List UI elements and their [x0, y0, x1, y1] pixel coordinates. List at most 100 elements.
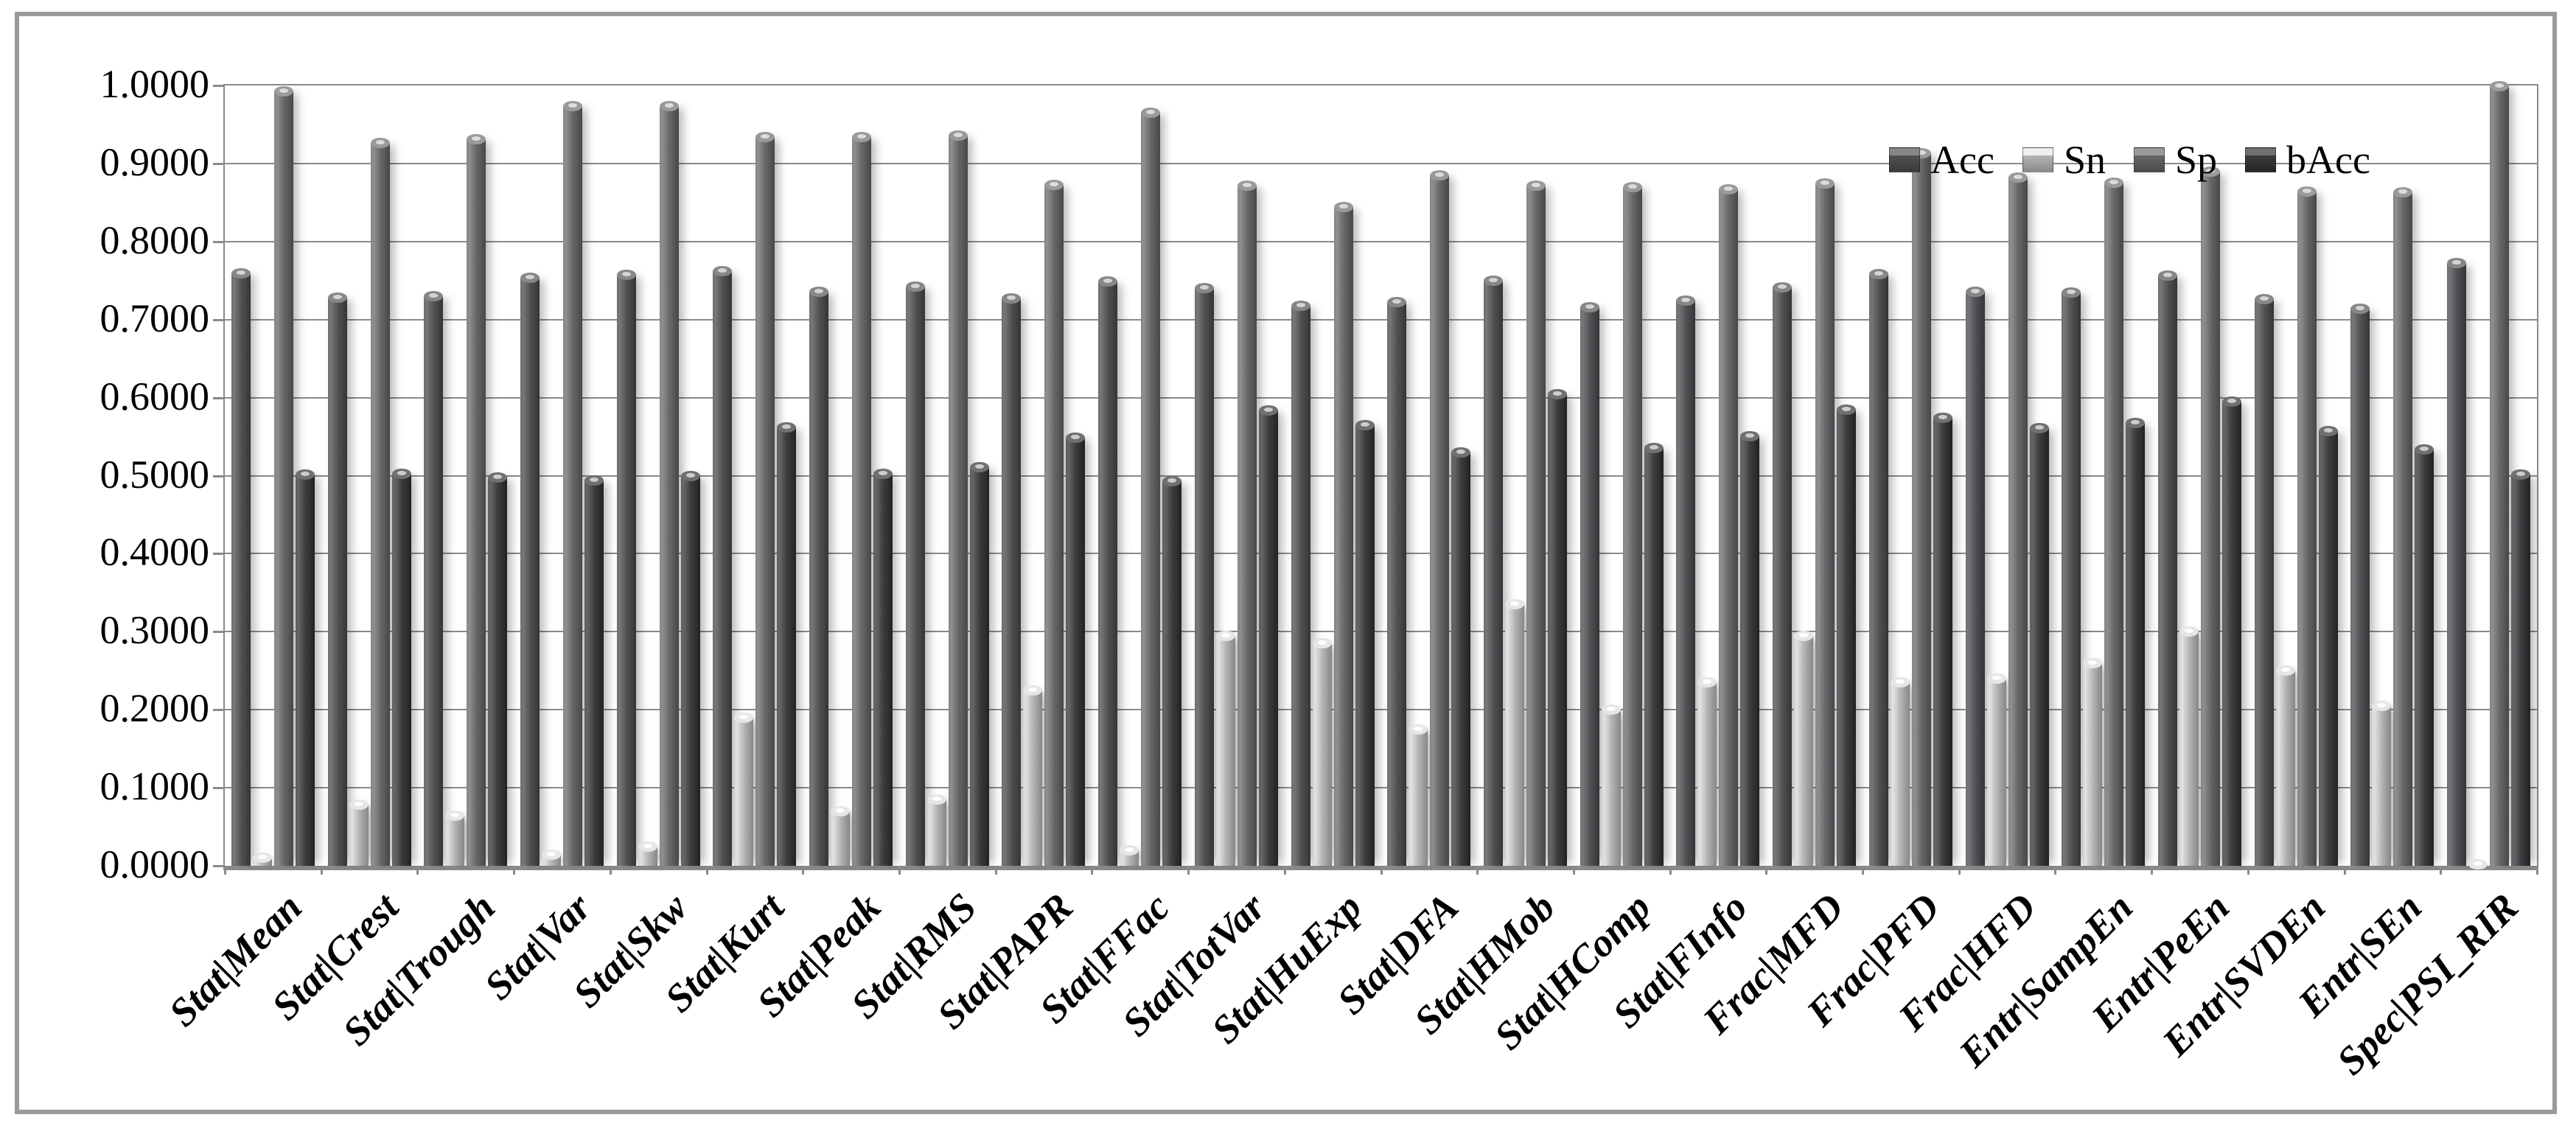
y-axis-tick — [213, 865, 223, 867]
legend-marker-icon — [2133, 147, 2165, 172]
x-axis-tick — [1380, 866, 1383, 875]
y-axis-tick-label: 0.9000 — [100, 139, 210, 184]
bar-sp — [2297, 186, 2317, 866]
bar-group — [321, 85, 418, 866]
y-axis-tick-label: 0.7000 — [100, 295, 210, 340]
bar-acc — [1676, 295, 1696, 866]
x-axis-tick — [1283, 866, 1286, 875]
bar-group — [996, 85, 1092, 866]
legend-marker-icon — [1889, 147, 1920, 172]
bar-bacc — [1837, 404, 1857, 866]
legend-label: Sn — [2063, 138, 2106, 182]
bar-acc — [1580, 301, 1599, 866]
bar-bacc — [2511, 469, 2531, 866]
bar-bacc — [680, 470, 700, 866]
bar-sn — [1023, 685, 1043, 866]
bar-acc — [231, 268, 251, 866]
x-axis-tick — [224, 866, 226, 875]
gridline — [225, 318, 2537, 321]
y-axis-tick — [213, 162, 223, 165]
x-axis-tick — [1572, 866, 1575, 875]
bar-sn — [831, 805, 851, 866]
bar-sp — [273, 86, 293, 866]
legend-label: Acc — [1930, 138, 1994, 182]
bar-sp — [467, 134, 486, 866]
bar-sp — [2393, 187, 2413, 866]
bar-group — [2440, 81, 2537, 870]
bar-sp — [1719, 183, 1739, 866]
bar-group — [1766, 85, 1863, 866]
gridline — [225, 240, 2537, 242]
bar-acc — [2254, 294, 2274, 866]
x-axis-tick — [513, 866, 516, 875]
y-axis-tick — [213, 85, 223, 87]
bar-sn — [2083, 657, 2103, 866]
bar-sn — [1312, 638, 1332, 866]
bar-group — [2344, 85, 2440, 866]
bar-sn — [1986, 673, 2006, 866]
y-axis-tick — [213, 475, 223, 477]
bar-sn — [2372, 700, 2392, 866]
gridline — [225, 396, 2537, 399]
bar-sn — [1601, 704, 1621, 866]
bar-bacc — [2221, 396, 2241, 866]
bar-acc — [1291, 300, 1310, 866]
y-axis-tick — [213, 240, 223, 243]
bar-sn — [734, 712, 754, 866]
bar-sn — [1409, 724, 1428, 866]
x-axis-tick — [2343, 866, 2346, 875]
bar-bacc — [1933, 413, 1952, 866]
x-axis-tick — [994, 866, 997, 875]
bar-sn — [445, 811, 465, 866]
bar-group — [1959, 85, 2056, 866]
bar-group — [1863, 85, 1959, 866]
bar-acc — [2447, 258, 2467, 866]
legend-item-sp: Sp — [2133, 138, 2218, 182]
bar-acc — [520, 272, 540, 866]
bar-sn — [926, 794, 946, 866]
bar-sp — [1430, 169, 1450, 866]
bar-bacc — [1740, 430, 1760, 866]
legend-label: bAcc — [2286, 138, 2370, 182]
x-axis-tick — [2054, 866, 2057, 875]
bar-acc — [616, 270, 636, 866]
bar-bacc — [969, 461, 989, 866]
bar-acc — [905, 281, 925, 866]
x-axis-tick — [609, 866, 612, 875]
bar-bacc — [2415, 444, 2434, 866]
bar-bacc — [1644, 443, 1664, 866]
bar-sp — [1622, 181, 1642, 866]
bar-acc — [1002, 293, 1022, 866]
y-axis-tick-label: 0.3000 — [100, 608, 210, 653]
legend-item-acc: Acc — [1889, 140, 1994, 180]
bar-sn — [638, 841, 657, 866]
x-axis-tick — [898, 866, 901, 875]
y-axis-tick-label: 0.6000 — [100, 374, 210, 419]
bar-bacc — [1451, 447, 1471, 866]
bar-sn — [541, 850, 561, 866]
bar-group — [2248, 85, 2345, 866]
bar-sp — [370, 138, 390, 866]
gridline — [225, 553, 2537, 555]
y-axis-tick-label: 1.0000 — [100, 62, 210, 106]
bar-acc — [809, 286, 829, 866]
x-axis-tick — [1862, 866, 1865, 875]
gridline — [225, 162, 2537, 164]
bar-group — [417, 85, 514, 866]
legend-label: Sp — [2174, 138, 2218, 182]
x-axis-labels: Stat|Mean Stat|Crest Stat|Trough Stat|Var St… — [161, 884, 2535, 1134]
bar-sp — [1141, 108, 1161, 866]
x-axis-tick — [2536, 866, 2538, 875]
bar-acc — [2157, 270, 2177, 866]
bar-sn — [1890, 677, 1910, 866]
x-axis-tick — [705, 866, 708, 875]
y-axis-tick — [213, 318, 223, 321]
gridline — [225, 787, 2537, 789]
bar-sp — [2104, 178, 2124, 866]
bar-group — [2055, 85, 2151, 866]
y-axis-tick-label: 0.8000 — [100, 217, 210, 262]
bar-bacc — [1547, 389, 1567, 866]
bar-acc — [424, 290, 444, 866]
bar-sn — [1215, 630, 1235, 866]
bar-sn — [2468, 858, 2488, 870]
